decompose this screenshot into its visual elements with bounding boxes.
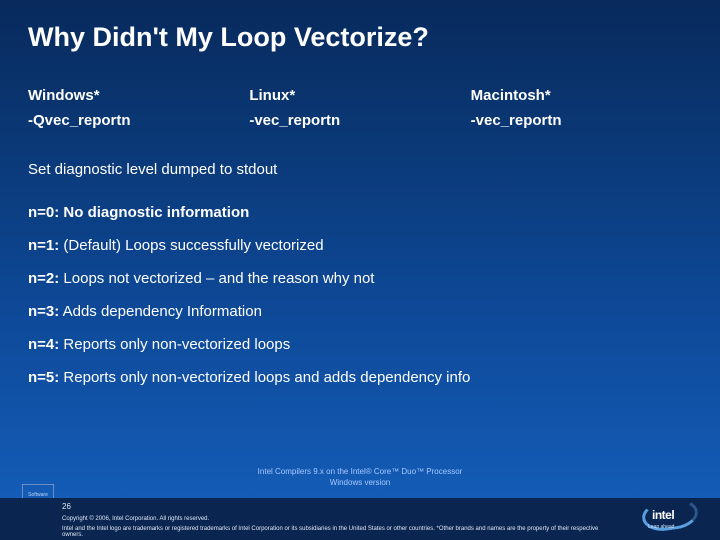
slide: Why Didn't My Loop Vectorize? Windows* L… <box>0 0 720 540</box>
slide-title: Why Didn't My Loop Vectorize? <box>28 22 692 53</box>
flag-macintosh: -vec_reportn <box>471 112 692 129</box>
list-item: n=2: Loops not vectorized – and the reas… <box>28 270 692 287</box>
levels-list: n=0: No diagnostic information n=1: (Def… <box>28 204 692 386</box>
col-header-linux: Linux* <box>249 87 470 104</box>
col-header-macintosh: Macintosh* <box>471 87 692 104</box>
col-header-windows: Windows* <box>28 87 249 104</box>
list-item: n=0: No diagnostic information <box>28 204 692 221</box>
footer-bar: 26 Copyright © 2006, Intel Corporation. … <box>0 498 720 540</box>
list-item: n=4: Reports only non-vectorized loops <box>28 336 692 353</box>
logo-subtext: Leap ahead <box>648 524 674 530</box>
logo-text: intel <box>652 508 674 522</box>
table-header-row: Windows* Linux* Macintosh* <box>28 87 692 104</box>
section-label: Set diagnostic level dumped to stdout <box>28 161 692 178</box>
course-line-1: Intel Compilers 9.x on the Intel® Core™ … <box>0 467 720 477</box>
level-text: No diagnostic information <box>59 204 249 221</box>
flag-linux: -vec_reportn <box>249 112 470 129</box>
table-row: -Qvec_reportn -vec_reportn -vec_reportn <box>28 112 692 129</box>
course-title: Intel Compilers 9.x on the Intel® Core™ … <box>0 467 720 488</box>
level-prefix: n=3: <box>28 303 59 320</box>
level-prefix: n=0: <box>28 204 59 221</box>
list-item: n=5: Reports only non-vectorized loops a… <box>28 369 692 386</box>
page-number: 26 <box>62 502 71 511</box>
level-prefix: n=1: <box>28 237 59 254</box>
level-text: Adds dependency Information <box>59 303 262 320</box>
level-text: (Default) Loops successfully vectorized <box>59 237 323 254</box>
intel-logo-icon: intel Leap ahead <box>642 500 698 534</box>
level-text: Reports only non-vectorized loops <box>59 336 290 353</box>
list-item: n=3: Adds dependency Information <box>28 303 692 320</box>
level-prefix: n=4: <box>28 336 59 353</box>
flags-table: Windows* Linux* Macintosh* -Qvec_reportn… <box>28 87 692 129</box>
list-item: n=1: (Default) Loops successfully vector… <box>28 237 692 254</box>
level-text: Reports only non-vectorized loops and ad… <box>59 369 470 386</box>
level-prefix: n=2: <box>28 270 59 287</box>
level-prefix: n=5: <box>28 369 59 386</box>
copyright-text: Copyright © 2006, Intel Corporation. All… <box>62 516 209 522</box>
course-line-2: Windows version <box>0 478 720 488</box>
flag-windows: -Qvec_reportn <box>28 112 249 129</box>
level-text: Loops not vectorized – and the reason wh… <box>59 270 374 287</box>
trademark-text: Intel and the Intel logo are trademarks … <box>62 526 600 538</box>
